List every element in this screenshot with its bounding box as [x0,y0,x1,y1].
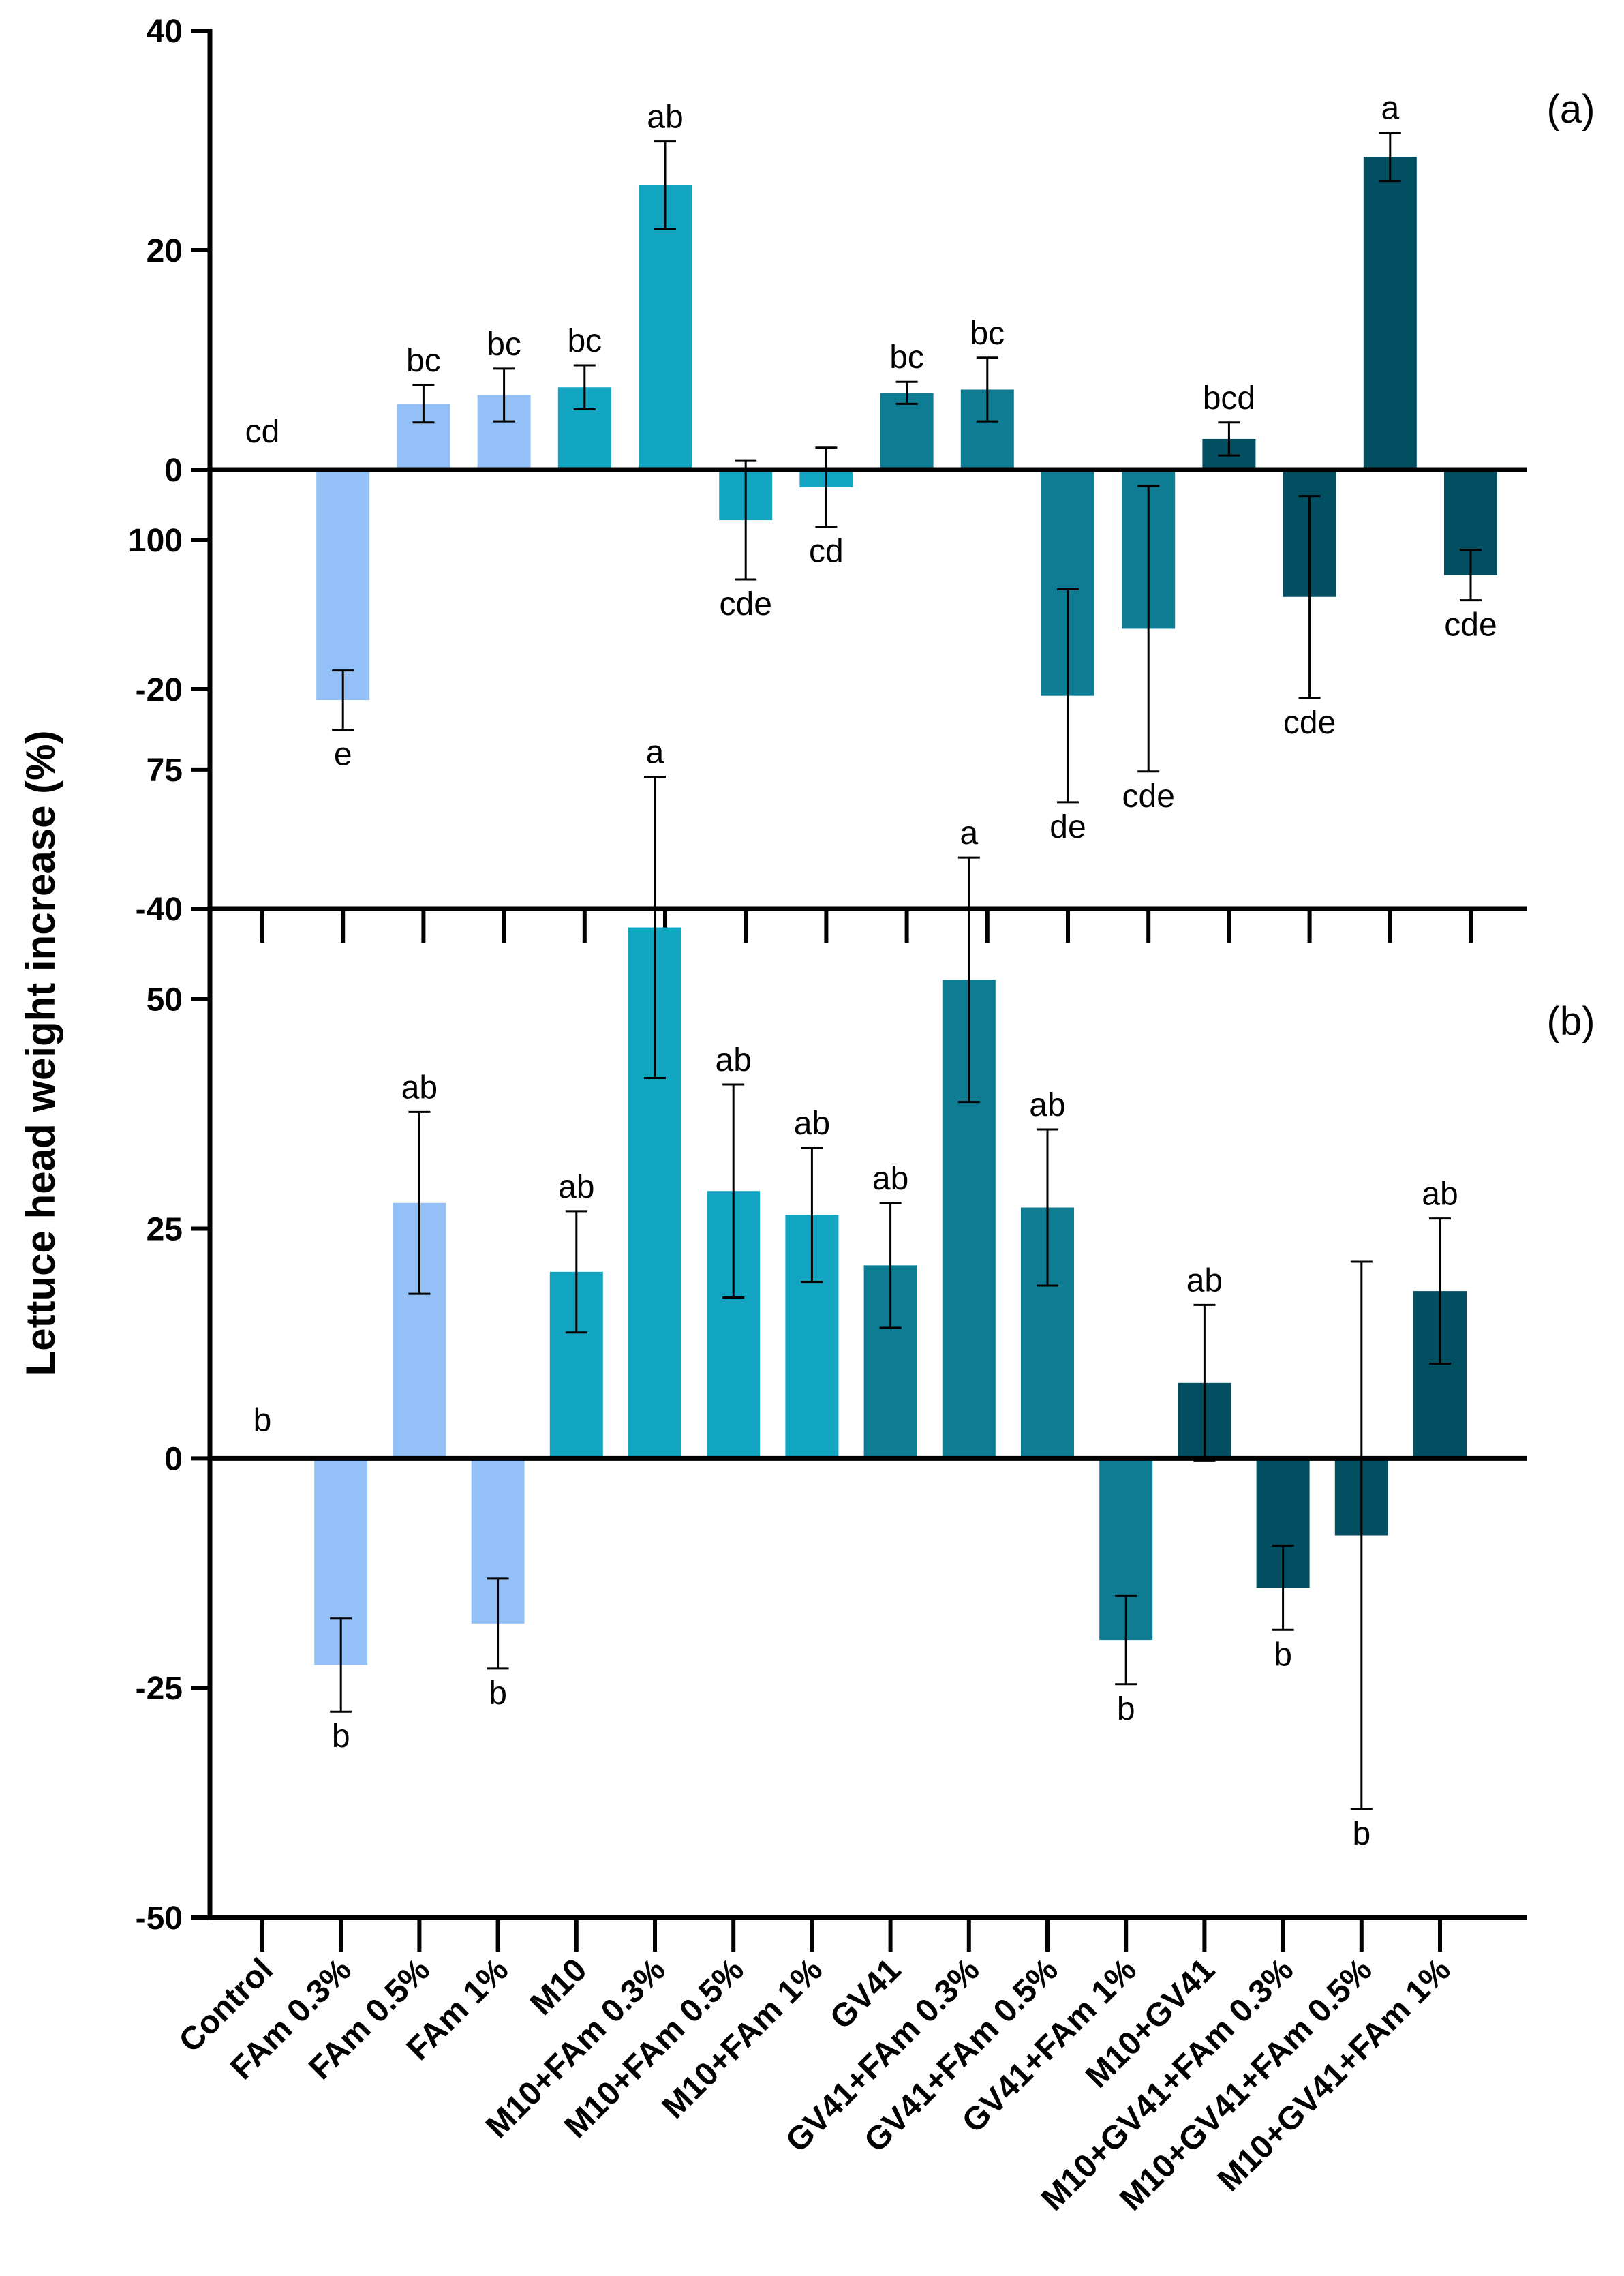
y-tick-label: 100 [128,523,183,559]
significance-letter: b [489,1675,507,1712]
significance-letter: ab [1029,1087,1065,1123]
y-tick-label: 75 [147,753,183,789]
significance-letter: a [1381,91,1399,127]
significance-letter: a [646,735,664,771]
significance-letter: ab [1186,1262,1223,1299]
significance-letter: a [960,815,978,851]
y-tick-label: -20 [136,672,183,708]
significance-letter: bc [487,327,521,363]
bar [316,470,370,701]
bar [1363,157,1417,470]
panel-label: (b) [1547,999,1595,1044]
significance-letter: bc [406,343,441,379]
significance-letter: cd [809,534,844,570]
significance-letter: ab [794,1106,830,1142]
significance-letter: ab [558,1169,594,1205]
panel-label: (a) [1547,87,1595,132]
significance-letter: bc [970,316,1005,352]
y-tick-label: -50 [136,1900,183,1937]
y-tick-label: -40 [136,892,183,928]
y-tick-label: 40 [147,14,183,50]
category-label: M10 [523,1952,594,2022]
y-tick-label: 20 [147,233,183,269]
y-tick-label: -25 [136,1671,183,1707]
significance-letter: b [1352,1816,1370,1852]
panel-b: b b ab b ab a ab ab ab a ab b ab b b ab -50 -25 0 25 50 75 100… [128,523,1595,1952]
y-tick-label: 0 [164,453,183,489]
y-tick-label: 50 [147,982,183,1018]
significance-letter: e [334,737,352,773]
significance-letter: cde [1283,705,1336,741]
significance-letter: cde [1122,778,1175,815]
y-tick-label: 25 [147,1212,183,1248]
significance-letter: ab [401,1069,438,1106]
significance-letter: b [254,1402,272,1438]
significance-letter: b [332,1718,350,1755]
significance-letter: ab [1422,1177,1458,1213]
significance-letter: cde [1444,607,1497,643]
significance-letter: bc [567,323,602,359]
significance-letter: ab [716,1042,752,1078]
y-tick-label: 0 [164,1441,183,1477]
significance-letter: ab [872,1161,908,1197]
significance-letter: cd [245,414,280,450]
y-axis-label: Lettuce head weight increase (%) [18,731,63,1376]
bar [880,393,934,470]
significance-letter: b [1274,1637,1292,1673]
significance-letter: b [1117,1691,1135,1727]
significance-letter: bc [889,339,924,376]
significance-letter: bcd [1203,380,1255,416]
significance-letter: de [1050,809,1086,845]
bar [639,185,692,470]
significance-letter: ab [647,100,683,136]
significance-letter: cde [720,586,772,622]
